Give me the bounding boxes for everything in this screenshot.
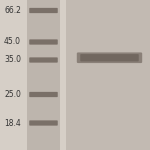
FancyBboxPatch shape — [29, 57, 58, 63]
Text: 25.0: 25.0 — [4, 90, 21, 99]
FancyBboxPatch shape — [80, 54, 139, 62]
Text: 45.0: 45.0 — [4, 38, 21, 46]
FancyBboxPatch shape — [66, 0, 150, 150]
FancyBboxPatch shape — [29, 92, 58, 97]
Text: 35.0: 35.0 — [4, 56, 21, 64]
FancyBboxPatch shape — [77, 52, 142, 63]
FancyBboxPatch shape — [29, 39, 58, 45]
FancyBboxPatch shape — [29, 120, 58, 126]
Text: 18.4: 18.4 — [4, 118, 21, 127]
FancyBboxPatch shape — [29, 8, 58, 13]
FancyBboxPatch shape — [27, 0, 60, 150]
Text: 66.2: 66.2 — [4, 6, 21, 15]
